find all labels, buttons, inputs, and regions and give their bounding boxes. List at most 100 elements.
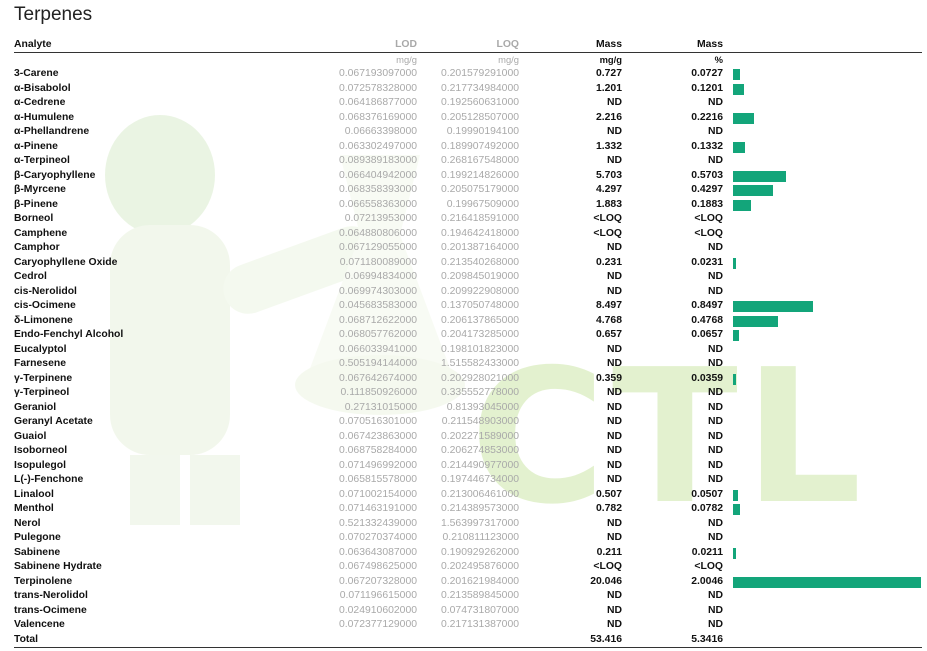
mass-value: 5.703 (595, 169, 622, 181)
mass-value: ND (606, 155, 622, 167)
loq-value: 0.213006461000 (440, 488, 519, 500)
analyte-name: α-Phellandrene (14, 126, 90, 138)
analyte-name: Isoborneol (14, 445, 68, 457)
lod-value: 0.063302497000 (338, 140, 417, 152)
bar-cell (723, 227, 922, 242)
pct-value: ND (707, 387, 723, 399)
loq-value: 0.213540268000 (440, 256, 519, 268)
analyte-name: α-Terpineol (14, 155, 70, 167)
mass-value: ND (606, 387, 622, 399)
loq-value: 0.217131387000 (440, 619, 519, 631)
loq-value: 0.216418591000 (440, 213, 519, 225)
total-lod-blank (322, 632, 417, 648)
pct-value: ND (707, 126, 723, 138)
table-row: cis-Ocimene 0.045683583000 0.137050748000 8… (14, 299, 922, 314)
bar-cell (723, 125, 922, 140)
pct-value: ND (707, 459, 723, 471)
table-row: Menthol 0.071463191000 0.214389573000 0.782… (14, 502, 922, 517)
lod-value: 0.066558363000 (338, 198, 417, 210)
loq-value: 0.19990194100 (446, 126, 519, 138)
mass-bar (733, 69, 740, 80)
mass-value: ND (606, 604, 622, 616)
table-row: Geraniol 0.27131015000 0.81393045000 ND ND (14, 401, 922, 416)
bar-cell (723, 560, 922, 575)
loq-value: 0.201579291000 (440, 68, 519, 80)
units-blank (14, 53, 322, 68)
mass-value: ND (606, 445, 622, 457)
mass-value: 1.201 (595, 82, 622, 94)
pct-value: ND (707, 474, 723, 486)
mass-bar (733, 185, 774, 196)
loq-value: 0.194642418000 (440, 227, 519, 239)
total-row: Total 53.416 5.3416 (14, 632, 922, 648)
mass-value: ND (606, 430, 622, 442)
analyte-name: γ-Terpineol (14, 387, 70, 399)
table-row: Guaiol 0.067423863000 0.202271589000 ND ND (14, 430, 922, 445)
table-row: trans-Ocimene 0.024910602000 0.07473180700… (14, 604, 922, 619)
table-row: 3-Carene 0.067193097000 0.201579291000 0.72… (14, 67, 922, 82)
pct-value: 0.0211 (691, 546, 723, 558)
table-row: Camphene 0.064880806000 0.194642418000 <LOQ… (14, 227, 922, 242)
mass-value: 0.657 (595, 329, 622, 341)
lod-value: 0.07213953000 (344, 213, 417, 225)
table-row: Borneol 0.07213953000 0.216418591000 <LOQ <L… (14, 212, 922, 227)
analyte-name: Farnesene (14, 358, 66, 370)
pct-value: ND (707, 401, 723, 413)
mass-value: 0.231 (595, 256, 622, 268)
bar-cell (723, 430, 922, 445)
bar-cell (723, 488, 922, 503)
lod-value: 0.06994834000 (344, 271, 417, 283)
bar-cell (723, 401, 922, 416)
bar-cell (723, 589, 922, 604)
header-analyte: Analyte (14, 39, 52, 50)
lod-value: 0.070516301000 (338, 416, 417, 428)
lod-value: 0.06663398000 (344, 126, 417, 138)
table-row: β-Myrcene 0.068358393000 0.205075179000 4.2… (14, 183, 922, 198)
table-row: γ-Terpineol 0.111850926000 0.335552778000 N… (14, 386, 922, 401)
lod-value: 0.072578328000 (338, 82, 417, 94)
table-row: Sabinene 0.063643087000 0.190929262000 0.21… (14, 546, 922, 561)
bar-cell (723, 575, 922, 590)
unit-mass-mg: mg/g (599, 54, 622, 65)
mass-value: ND (606, 416, 622, 428)
lod-value: 0.065815578000 (338, 474, 417, 486)
pct-value: ND (707, 604, 723, 616)
lod-value: 0.068057762000 (338, 329, 417, 341)
mass-value: ND (606, 242, 622, 254)
lod-value: 0.067642674000 (338, 372, 417, 384)
bar-cell (723, 531, 922, 546)
terpenes-table: Analyte LOD LOQ Mass Mass mg/g mg/g mg/g… (14, 38, 922, 648)
section-title: Terpenes (14, 4, 93, 25)
analyte-name: β-Myrcene (14, 184, 66, 196)
mass-bar (733, 170, 787, 182)
loq-value: 0.209922908000 (440, 285, 519, 297)
lod-value: 0.521332439000 (338, 517, 417, 529)
lod-value: 0.024910602000 (338, 604, 417, 616)
pct-value: ND (707, 416, 723, 428)
analyte-name: Geranyl Acetate (14, 416, 93, 428)
pct-value: 0.1332 (691, 140, 723, 152)
lod-value: 0.069974303000 (338, 285, 417, 297)
mass-bar (733, 504, 741, 515)
mass-value: 0.211 (596, 546, 622, 558)
table-row: Farnesene 0.505194144000 1.515582433000 ND N… (14, 357, 922, 372)
table-row: Nerol 0.521332439000 1.563997317000 ND ND (14, 517, 922, 532)
table-row: Endo-Fenchyl Alcohol 0.068057762000 0.2041… (14, 328, 922, 343)
bar-cell (723, 604, 922, 619)
lod-value: 0.071496992000 (338, 459, 417, 471)
table-row: L(-)-Fenchone 0.065815578000 0.19744673400… (14, 473, 922, 488)
loq-value: 0.199214826000 (440, 169, 519, 181)
mass-value: ND (606, 343, 622, 355)
loq-value: 0.268167548000 (440, 155, 519, 167)
mass-value: ND (606, 459, 622, 471)
bar-cell (723, 546, 922, 561)
table-row: Cedrol 0.06994834000 0.209845019000 ND ND (14, 270, 922, 285)
analyte-name: trans-Ocimene (14, 604, 87, 616)
pct-value: 0.1201 (691, 82, 723, 94)
table-row: α-Bisabolol 0.072578328000 0.217734984000 1… (14, 82, 922, 97)
mass-bar (733, 330, 740, 341)
table-row: trans-Nerolidol 0.071196615000 0.213589845… (14, 589, 922, 604)
analyte-name: Linalool (14, 488, 54, 500)
analyte-name: Camphene (14, 227, 68, 239)
table-row: Terpinolene 0.067207328000 0.201621984000 2… (14, 575, 922, 590)
